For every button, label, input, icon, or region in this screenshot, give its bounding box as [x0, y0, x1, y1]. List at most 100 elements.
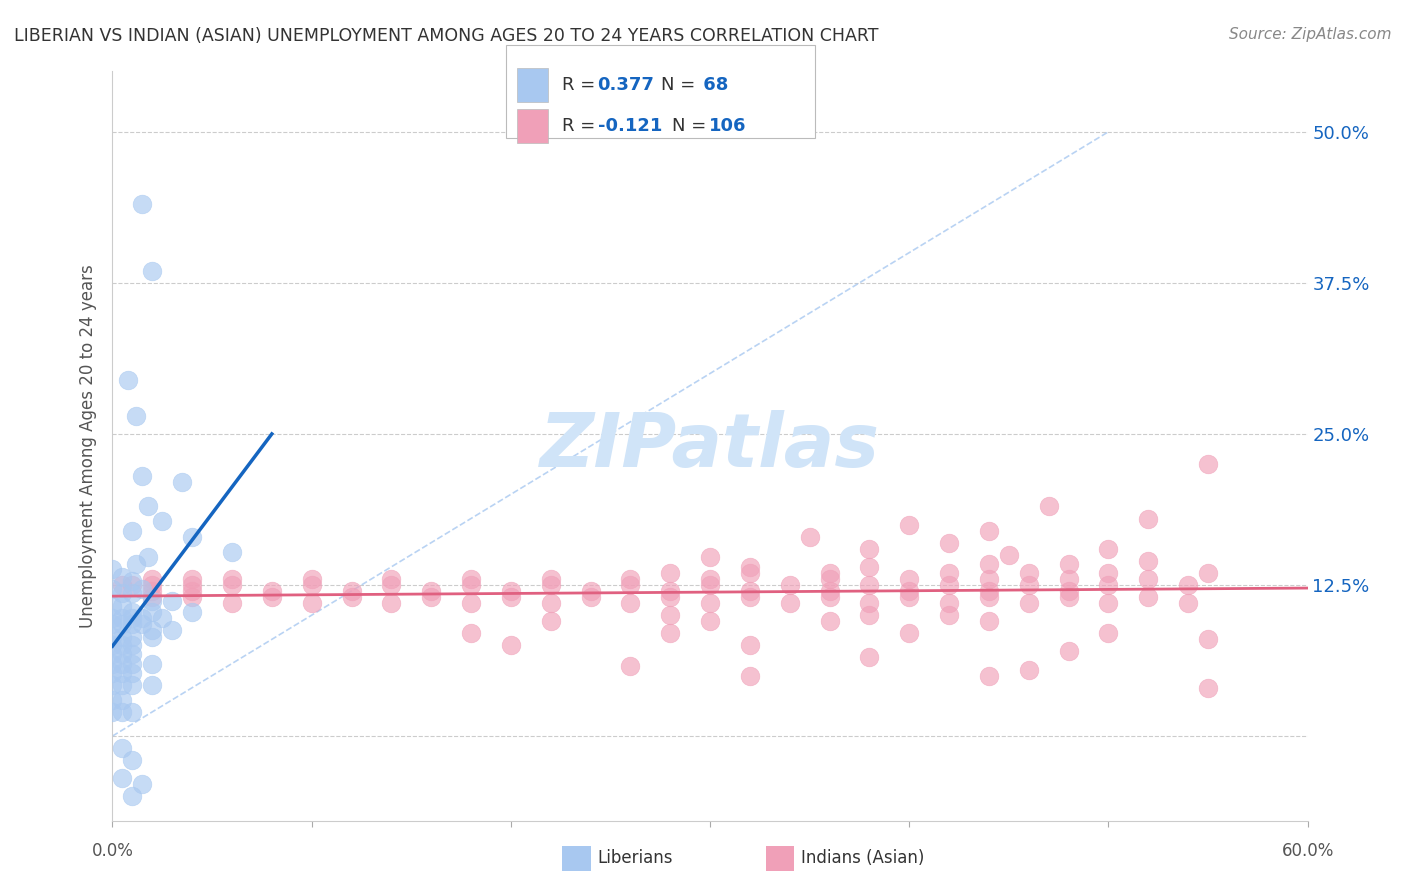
Point — [1057, 558, 1080, 572]
Point — [938, 596, 960, 610]
Point — [1177, 596, 1199, 610]
Point — [540, 572, 562, 586]
Point — [858, 559, 880, 574]
Point — [818, 572, 841, 586]
Point — [818, 566, 841, 580]
Point — [938, 566, 960, 580]
Point — [101, 678, 124, 692]
Point — [131, 469, 153, 483]
Point — [699, 578, 721, 592]
Point — [121, 666, 143, 681]
Point — [141, 572, 163, 586]
Point — [1137, 572, 1160, 586]
Point — [659, 608, 682, 623]
Point — [111, 647, 134, 661]
Point — [121, 524, 143, 538]
Point — [380, 572, 402, 586]
Point — [1197, 457, 1219, 471]
Point — [858, 608, 880, 623]
Point — [111, 569, 134, 583]
Point — [1137, 590, 1160, 604]
Point — [977, 614, 1000, 628]
Point — [121, 639, 143, 653]
Point — [779, 578, 801, 592]
Point — [619, 659, 641, 673]
Point — [858, 650, 880, 665]
Point — [938, 535, 960, 549]
Point — [125, 558, 148, 572]
Point — [101, 630, 124, 644]
Point — [738, 668, 761, 682]
Point — [141, 630, 163, 644]
Point — [858, 596, 880, 610]
Point — [738, 590, 761, 604]
Point — [977, 584, 1000, 599]
Point — [221, 596, 243, 610]
Point — [121, 630, 143, 644]
Point — [1057, 644, 1080, 658]
Point — [420, 584, 443, 599]
Point — [101, 610, 124, 624]
Point — [1197, 566, 1219, 580]
Point — [738, 566, 761, 580]
Point — [1097, 566, 1119, 580]
Text: Source: ZipAtlas.com: Source: ZipAtlas.com — [1229, 27, 1392, 42]
Point — [121, 753, 143, 767]
Point — [111, 666, 134, 681]
Point — [1057, 584, 1080, 599]
Point — [111, 693, 134, 707]
Point — [898, 584, 921, 599]
Point — [1197, 681, 1219, 695]
Point — [1097, 596, 1119, 610]
Point — [111, 678, 134, 692]
Point — [699, 614, 721, 628]
Point — [1057, 590, 1080, 604]
Point — [301, 578, 323, 592]
Point — [141, 593, 163, 607]
Point — [141, 605, 163, 619]
Point — [1018, 596, 1040, 610]
Point — [1018, 578, 1040, 592]
Point — [340, 590, 363, 604]
Point — [111, 599, 134, 613]
Point — [998, 548, 1021, 562]
Point — [1097, 626, 1119, 640]
Point — [121, 705, 143, 719]
Point — [659, 626, 682, 640]
Point — [799, 530, 821, 544]
Point — [121, 605, 143, 619]
Point — [699, 572, 721, 586]
Point — [619, 578, 641, 592]
Point — [101, 562, 124, 576]
Point — [101, 666, 124, 681]
Point — [977, 572, 1000, 586]
Point — [619, 572, 641, 586]
Text: 60.0%: 60.0% — [1281, 842, 1334, 861]
Point — [101, 705, 124, 719]
Point — [221, 572, 243, 586]
Point — [131, 610, 153, 624]
Point — [659, 566, 682, 580]
Point — [131, 582, 153, 596]
Point — [1057, 572, 1080, 586]
Text: 68: 68 — [697, 76, 728, 94]
Point — [738, 639, 761, 653]
Point — [141, 678, 163, 692]
Point — [1018, 566, 1040, 580]
Point — [977, 524, 1000, 538]
Point — [1097, 578, 1119, 592]
Point — [260, 584, 283, 599]
Point — [977, 590, 1000, 604]
Point — [181, 584, 204, 599]
Point — [141, 623, 163, 637]
Point — [380, 578, 402, 592]
Point — [659, 584, 682, 599]
Point — [181, 605, 204, 619]
Point — [111, 630, 134, 644]
Point — [460, 626, 482, 640]
Point — [460, 572, 482, 586]
Point — [117, 372, 139, 386]
Point — [111, 657, 134, 671]
Point — [138, 500, 160, 514]
Point — [121, 616, 143, 631]
